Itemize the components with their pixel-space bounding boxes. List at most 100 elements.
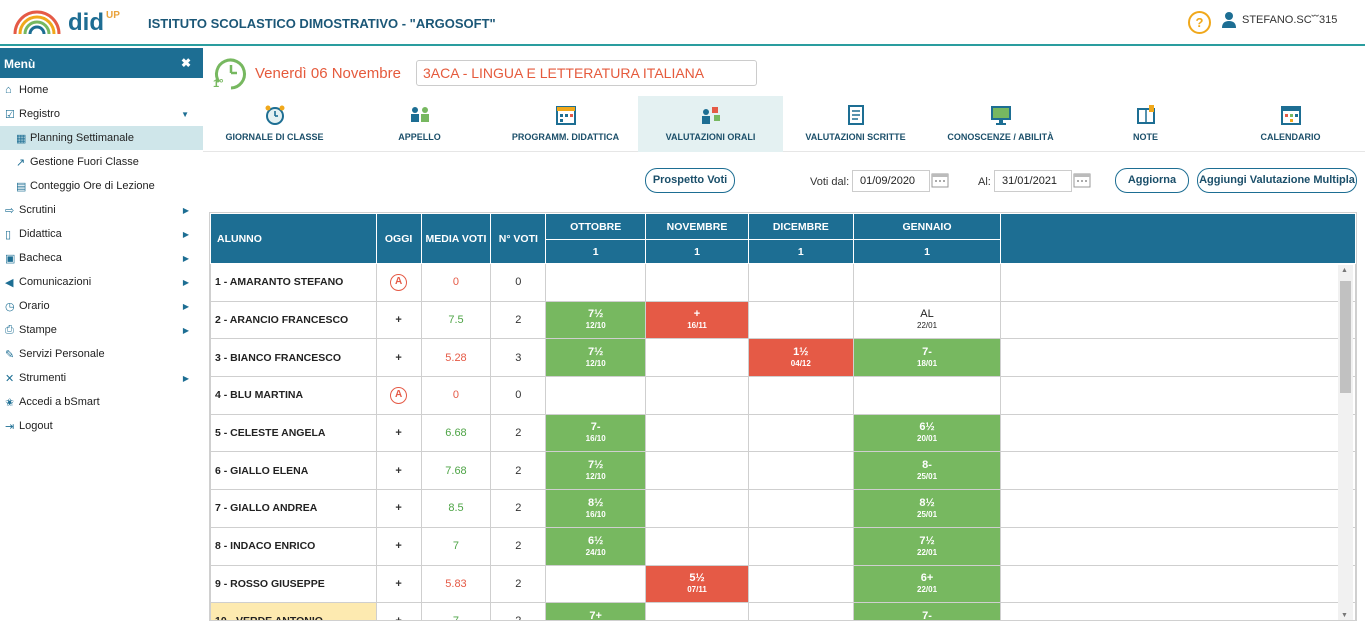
- scrollbar-thumb[interactable]: [1340, 281, 1351, 393]
- didup-logo[interactable]: did UP: [12, 8, 120, 38]
- grade-cell[interactable]: 7½ 12/10: [545, 451, 647, 490]
- grade-cell[interactable]: [545, 263, 647, 302]
- grade-cell[interactable]: [645, 602, 749, 620]
- tab-valutazioni-orali[interactable]: VALUTAZIONI ORALI: [638, 96, 783, 152]
- grade-cell[interactable]: +16/11: [645, 300, 749, 339]
- student-name[interactable]: 6 - GIALLO ELENA: [210, 451, 377, 490]
- sidebar-item-bacheca[interactable]: ▣ Bacheca ▶: [0, 246, 203, 270]
- grade-cell[interactable]: [747, 526, 854, 566]
- student-name[interactable]: 10 - VERDE ANTONIO: [210, 602, 377, 620]
- table-row[interactable]: 6 - GIALLO ELENA +7.68 2 7½ 12/10 8- 25/01: [210, 451, 1356, 490]
- grade-cell[interactable]: 7-23/01: [852, 602, 1002, 620]
- table-row[interactable]: 4 - BLU MARTINA A 0 0: [210, 376, 1356, 415]
- grade-cell[interactable]: AL 22/01: [852, 300, 1002, 339]
- table-row[interactable]: 5 - CELESTE ANGELA +6.68 2 7- 16/10 6½ 20/01: [210, 413, 1356, 452]
- grade-cell[interactable]: [645, 413, 749, 452]
- tab-giornale-di-classe[interactable]: GIORNALE DI CLASSE: [203, 96, 346, 152]
- grade-cell[interactable]: [645, 263, 749, 302]
- oggi-cell[interactable]: A: [375, 263, 422, 302]
- student-name[interactable]: 3 - BIANCO FRANCESCO: [210, 338, 377, 377]
- grade-cell[interactable]: [545, 376, 647, 415]
- oggi-cell[interactable]: +: [375, 338, 422, 377]
- student-name[interactable]: 9 - ROSSO GIUSEPPE: [210, 564, 377, 603]
- table-row[interactable]: 2 - ARANCIO FRANCESCO +7.5 2 7½ 12/10 +16/11 A…: [210, 300, 1356, 339]
- table-row[interactable]: 10 - VERDE ANTONIO+727+24/10 7-23/01: [210, 602, 1356, 620]
- sidebar-item-registro[interactable]: ☑ Registro ▼: [0, 102, 203, 126]
- grade-cell[interactable]: [645, 489, 749, 528]
- sidebar-item-orario[interactable]: ◷ Orario ▶: [0, 294, 203, 318]
- sidebar-item-stampe[interactable]: ⎙ Stampe ▶: [0, 318, 203, 342]
- col-header-alunno[interactable]: ALUNNO: [210, 213, 377, 264]
- scroll-down-icon[interactable]: ▼: [1341, 612, 1348, 619]
- calendar-icon[interactable]: [931, 172, 949, 188]
- tab-calendario[interactable]: CALENDARIO: [1218, 96, 1363, 152]
- grade-cell[interactable]: [747, 451, 854, 490]
- grade-cell[interactable]: [545, 564, 647, 603]
- sidebar-item-planning-settimanale[interactable]: ▦ Planning Settimanale: [0, 126, 203, 150]
- oggi-cell[interactable]: +: [375, 526, 422, 566]
- sidebar-item-scrutini[interactable]: ⇨ Scrutini ▶: [0, 198, 203, 222]
- tab-conoscenze-abilita[interactable]: CONOSCENZE / ABILITÀ: [928, 96, 1073, 152]
- aggiungi-valutazione-multipla-button[interactable]: Aggiungi Valutazione Multipla: [1197, 168, 1357, 193]
- grade-cell[interactable]: [645, 338, 749, 377]
- grade-cell[interactable]: 6+ 22/01: [852, 564, 1002, 603]
- student-name[interactable]: 7 - GIALLO ANDREA: [210, 489, 377, 528]
- grade-cell[interactable]: [747, 602, 854, 620]
- table-row[interactable]: 1 - AMARANTO STEFANO A 0 0: [210, 263, 1356, 302]
- grade-cell[interactable]: 5½ 07/11: [645, 564, 749, 603]
- sidebar-item-bsmart[interactable]: ✬ Accedi a bSmart: [0, 390, 203, 414]
- grade-cell[interactable]: [645, 376, 749, 415]
- grade-cell[interactable]: 8- 25/01: [852, 451, 1002, 490]
- oggi-cell[interactable]: +: [375, 451, 422, 490]
- aggiorna-button[interactable]: Aggiorna: [1115, 168, 1189, 193]
- prospetto-voti-button[interactable]: Prospetto Voti: [645, 168, 735, 193]
- grade-cell[interactable]: 8½ 25/01: [852, 489, 1002, 528]
- tab-programm-didattica[interactable]: PROGRAMM. DIDATTICA: [493, 96, 638, 152]
- grade-cell[interactable]: [747, 564, 854, 603]
- grade-cell[interactable]: 7½ 22/01: [852, 526, 1002, 566]
- sidebar-item-strumenti[interactable]: ✕ Strumenti ▶: [0, 366, 203, 390]
- student-name[interactable]: 8 - INDACO ENRICO: [210, 526, 377, 566]
- user-icon[interactable]: [1221, 11, 1237, 29]
- oggi-cell[interactable]: +: [375, 602, 422, 620]
- grade-cell[interactable]: 7- 18/01: [852, 338, 1002, 377]
- tab-note[interactable]: NOTE: [1073, 96, 1218, 152]
- table-row[interactable]: 3 - BIANCO FRANCESCO +5.28 3 7½ 12/10 1½ 04/12…: [210, 338, 1356, 377]
- oggi-cell[interactable]: +: [375, 300, 422, 339]
- grade-cell[interactable]: 7- 16/10: [545, 413, 647, 452]
- grade-cell[interactable]: [747, 263, 854, 302]
- table-row[interactable]: 7 - GIALLO ANDREA +8.5 2 8½ 16/10 8½ 25/01: [210, 489, 1356, 528]
- sidebar-item-logout[interactable]: ⇥ Logout: [0, 414, 203, 438]
- student-name[interactable]: 2 - ARANCIO FRANCESCO: [210, 300, 377, 339]
- grade-cell[interactable]: [645, 451, 749, 490]
- grade-cell[interactable]: 8½ 16/10: [545, 489, 647, 528]
- grade-cell[interactable]: 7+24/10: [545, 602, 647, 620]
- table-row[interactable]: 8 - INDACO ENRICO +7 2 6½ 24/10 7½ 22/01: [210, 526, 1356, 566]
- grade-cell[interactable]: [852, 376, 1002, 415]
- grade-cell[interactable]: [852, 263, 1002, 302]
- student-name[interactable]: 4 - BLU MARTINA: [210, 376, 377, 415]
- vertical-scrollbar[interactable]: ▲ ▼: [1338, 265, 1353, 620]
- tab-valutazioni-scritte[interactable]: VALUTAZIONI SCRITTE: [783, 96, 928, 152]
- al-input[interactable]: 31/01/2021: [994, 170, 1072, 192]
- grade-cell[interactable]: 6½ 20/01: [852, 413, 1002, 452]
- sidebar-item-gestione-fuori-classe[interactable]: ↗ Gestione Fuori Classe: [0, 150, 203, 174]
- sidebar-item-comunicazioni[interactable]: ◀ Comunicazioni ▶: [0, 270, 203, 294]
- grade-cell[interactable]: [645, 526, 749, 566]
- grade-cell[interactable]: 7½ 12/10: [545, 338, 647, 377]
- tab-appello[interactable]: APPELLO: [346, 96, 493, 152]
- oggi-cell[interactable]: +: [375, 413, 422, 452]
- sidebar-item-didattica[interactable]: ▯ Didattica ▶: [0, 222, 203, 246]
- sidebar-item-conteggio-ore[interactable]: ▤ Conteggio Ore di Lezione: [0, 174, 203, 198]
- grade-cell[interactable]: [747, 300, 854, 339]
- close-icon[interactable]: ✖: [180, 56, 191, 70]
- class-subject-select[interactable]: 3ACA - LINGUA E LETTERATURA ITALIANA: [416, 60, 757, 86]
- sidebar-item-servizi-personale[interactable]: ✎ Servizi Personale: [0, 342, 203, 366]
- voti-dal-input[interactable]: 01/09/2020: [852, 170, 930, 192]
- help-button[interactable]: ?: [1188, 11, 1211, 34]
- grade-cell[interactable]: 6½ 24/10: [545, 526, 647, 566]
- grade-cell[interactable]: [747, 376, 854, 415]
- current-date[interactable]: Venerdì 06 Novembre: [255, 65, 401, 82]
- sidebar-item-home[interactable]: ⌂ Home: [0, 78, 203, 102]
- table-row[interactable]: 9 - ROSSO GIUSEPPE +5.83 2 5½ 07/11 6+ 22/01: [210, 564, 1356, 603]
